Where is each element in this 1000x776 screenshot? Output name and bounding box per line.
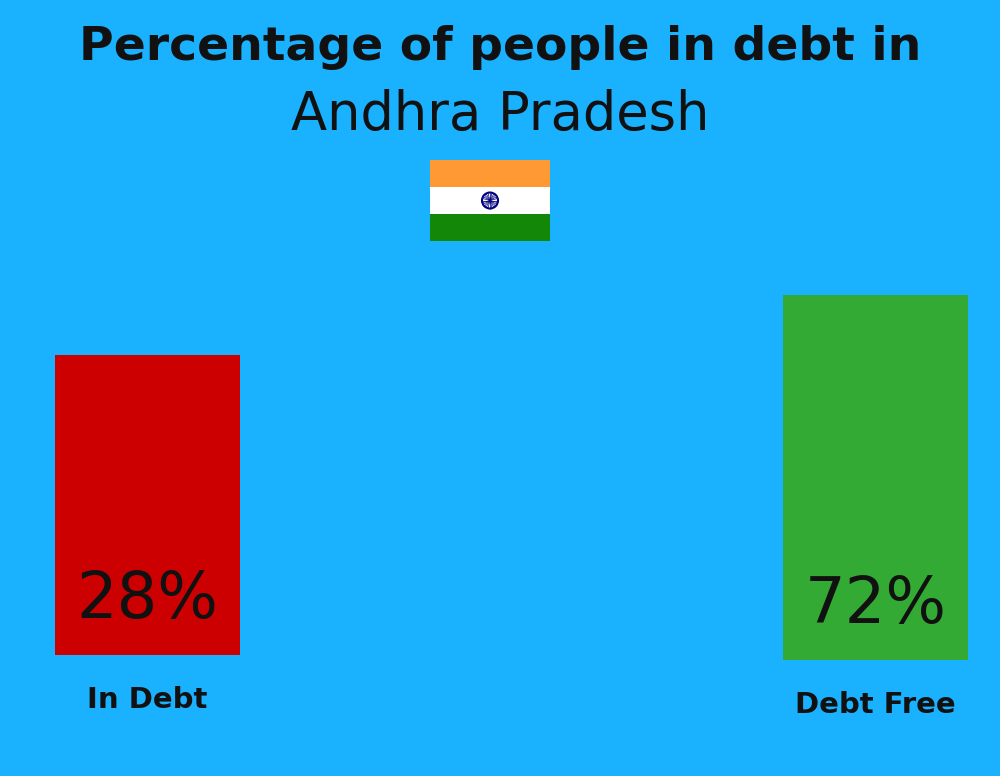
- Bar: [430, 187, 550, 214]
- Bar: [430, 214, 550, 241]
- Text: In Debt: In Debt: [87, 686, 208, 714]
- Text: Percentage of people in debt in: Percentage of people in debt in: [79, 26, 921, 71]
- Bar: [55, 355, 240, 655]
- Text: 72%: 72%: [804, 574, 946, 636]
- Bar: [783, 295, 968, 660]
- Text: Andhra Pradesh: Andhra Pradesh: [291, 89, 709, 141]
- Text: Debt Free: Debt Free: [795, 691, 956, 719]
- Bar: [430, 160, 550, 187]
- Text: 28%: 28%: [77, 569, 218, 631]
